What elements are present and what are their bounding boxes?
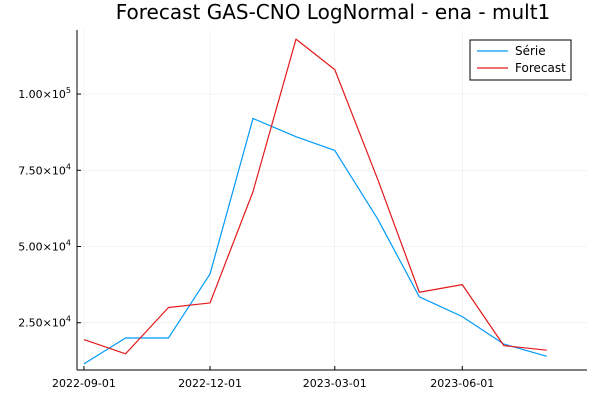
x-tick-label: 2022-12-01: [178, 377, 242, 390]
y-tick-label: 7.50×104: [18, 162, 71, 177]
grid-lines: [77, 30, 587, 370]
series-line-forecast: [83, 38, 547, 355]
x-tick-label: 2023-03-01: [303, 377, 367, 390]
y-tick-label: 1.00×105: [18, 86, 71, 101]
x-tick-label: 2022-09-01: [52, 377, 116, 390]
legend-label: Forecast: [515, 61, 566, 75]
legend-box: [469, 39, 572, 81]
series-lines: [83, 38, 547, 365]
x-axis-ticks: 2022-09-01 2022-12-01 2023-03-01 2023-06-01: [52, 366, 494, 390]
y-tick-label: 2.50×104: [18, 315, 71, 330]
chart-title: Forecast GAS-CNO LogNormal - ena - mult1: [116, 0, 551, 24]
legend-label: Série: [515, 44, 546, 58]
legend: Série Forecast: [469, 39, 572, 81]
plot-frame: [76, 30, 587, 371]
x-tick-label: 2023-06-01: [430, 377, 494, 390]
series-line-serie: [83, 117, 547, 365]
y-tick-label: 5.00×104: [18, 239, 71, 254]
y-axis-ticks: 2.50×104 5.00×104 7.50×104 1.00×105: [18, 86, 81, 330]
